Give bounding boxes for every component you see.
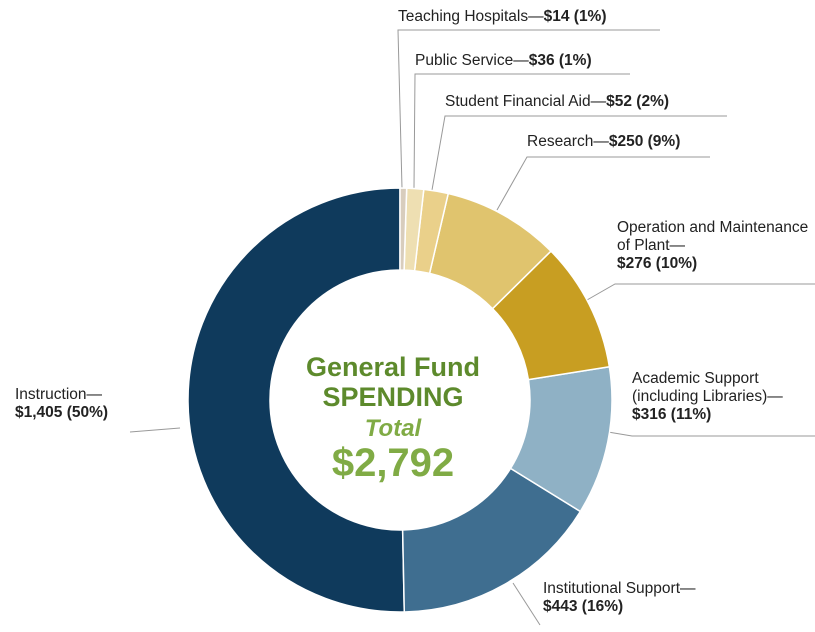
slice-label: Teaching Hospitals—$14 (1%): [398, 8, 698, 26]
wedge: [428, 192, 552, 310]
slice-label: Student Financial Aid—$52 (2%): [445, 93, 745, 111]
total-label: Total: [365, 415, 423, 442]
leader-line: [512, 582, 541, 626]
wedge: [401, 467, 582, 613]
wedge: [413, 188, 450, 275]
category-name: Teaching Hospitals—: [398, 8, 544, 25]
category-name: Operation and Maintenance of Plant—: [617, 219, 809, 254]
wedge: [399, 187, 408, 271]
category-name: Research—: [527, 133, 609, 150]
slice-label: Academic Support (including Libraries)— $…: [632, 370, 812, 424]
wedge: [509, 365, 613, 513]
slice-label: Operation and Maintenance of Plant— $276 …: [617, 219, 812, 273]
wedge: [187, 187, 406, 613]
value-label: $250 (9%): [608, 133, 681, 150]
category-name: Institutional Support—: [543, 580, 696, 597]
leader-line: [397, 29, 660, 189]
category-name: Instruction—: [15, 386, 103, 403]
value-label: $1,405 (50%): [15, 404, 109, 421]
leader-line: [431, 115, 727, 191]
leader-line: [586, 283, 815, 301]
slice-label: Institutional Support— $443 (16%): [543, 580, 743, 616]
category-name: Public Service—: [415, 52, 529, 69]
value-label: $14 (1%): [543, 8, 607, 25]
slice-label: Public Service—$36 (1%): [415, 52, 715, 70]
category-name: Student Financial Aid—: [445, 93, 607, 110]
value-label: $52 (2%): [606, 93, 670, 110]
total-value: $2,792: [332, 441, 454, 485]
value-label: $36 (1%): [528, 52, 592, 69]
value-label: $443 (16%): [543, 598, 624, 615]
wedge: [491, 250, 611, 381]
leader-line: [607, 431, 815, 437]
center-title: SPENDING: [322, 382, 463, 412]
slice-label: Instruction— $1,405 (50%): [15, 386, 155, 422]
leader-line: [413, 73, 630, 189]
category-name: Academic Support (including Libraries)—: [632, 370, 783, 405]
center-title: General Fund: [306, 352, 480, 382]
leader-line: [496, 156, 710, 211]
slice-label: Research—$250 (9%): [527, 133, 815, 151]
leader-line: [129, 427, 181, 433]
value-label: $316 (11%): [632, 406, 712, 423]
wedge: [403, 187, 425, 272]
value-label: $276 (10%): [617, 255, 698, 272]
